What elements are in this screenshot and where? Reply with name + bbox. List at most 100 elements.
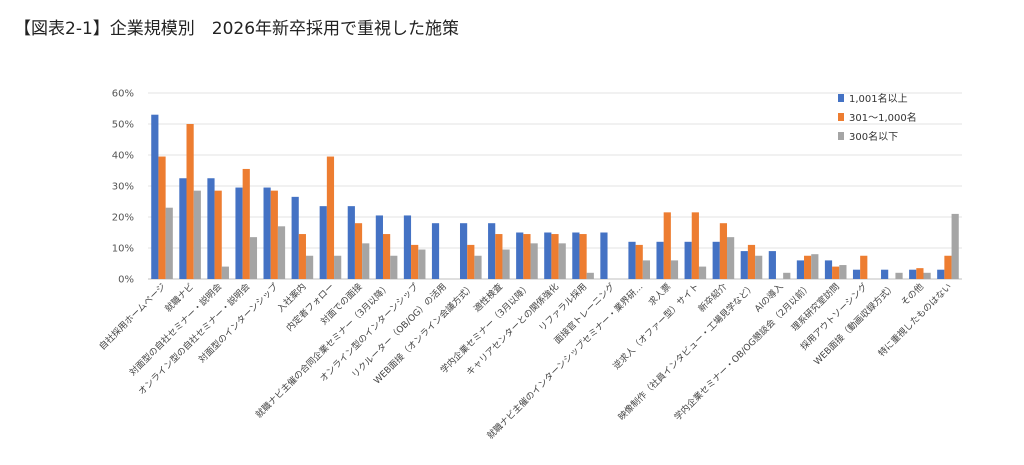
bar bbox=[158, 156, 166, 279]
bar bbox=[305, 255, 314, 279]
legend-swatch bbox=[838, 94, 844, 102]
y-tick-label: 10% bbox=[112, 244, 134, 255]
bar bbox=[334, 255, 342, 279]
bar bbox=[839, 265, 847, 279]
x-tick-label: リファラル採用 bbox=[536, 281, 589, 334]
legend-label: 300名以下 bbox=[849, 130, 898, 143]
bar bbox=[488, 223, 496, 279]
bar bbox=[207, 178, 215, 279]
bar bbox=[635, 244, 643, 279]
y-tick-label: 40% bbox=[112, 151, 134, 162]
bar bbox=[670, 260, 679, 279]
bar bbox=[937, 269, 945, 279]
bar bbox=[347, 206, 355, 279]
bar bbox=[242, 168, 250, 279]
bar bbox=[403, 215, 412, 279]
bar bbox=[418, 249, 426, 279]
bar bbox=[544, 232, 552, 279]
bar bbox=[642, 260, 651, 279]
bar bbox=[277, 226, 286, 279]
bar bbox=[698, 266, 707, 279]
bar bbox=[944, 255, 952, 279]
bar bbox=[151, 114, 159, 279]
page-title: 【図表2-1】企業規模別 2026年新卒採用で重視した施策 bbox=[14, 19, 460, 39]
bar bbox=[832, 266, 840, 279]
bar bbox=[221, 266, 229, 279]
legend-swatch bbox=[838, 113, 844, 121]
bar bbox=[214, 190, 222, 279]
bar bbox=[298, 234, 306, 279]
bar bbox=[572, 232, 580, 279]
bar bbox=[663, 212, 671, 279]
bar bbox=[895, 272, 903, 279]
bar bbox=[502, 249, 510, 279]
bar bbox=[530, 243, 538, 279]
bar bbox=[747, 244, 756, 279]
bar bbox=[586, 272, 594, 279]
legend-label: 301～1,000名 bbox=[849, 111, 917, 124]
bar bbox=[755, 255, 763, 279]
bar bbox=[768, 251, 776, 279]
bar bbox=[804, 255, 812, 279]
bar bbox=[691, 212, 699, 279]
bar bbox=[579, 234, 587, 279]
x-tick-label: 内定者フォロー bbox=[284, 281, 337, 334]
x-axis-labels: 自社採用ホームページ就職ナビ対面型の自社セミナー・説明会オンライン型の自社セミナ… bbox=[96, 281, 954, 442]
bar bbox=[270, 190, 278, 279]
bar bbox=[719, 223, 728, 279]
bar bbox=[909, 269, 917, 279]
bar bbox=[916, 268, 924, 279]
bar bbox=[319, 206, 327, 279]
bar bbox=[431, 223, 440, 279]
bar bbox=[740, 251, 748, 279]
bar bbox=[811, 254, 819, 279]
bar bbox=[263, 187, 271, 279]
bar bbox=[382, 234, 391, 279]
bar bbox=[390, 255, 398, 279]
bar bbox=[186, 124, 194, 279]
x-tick-label: オンライン型のインターンシップ bbox=[318, 281, 421, 384]
bar bbox=[235, 187, 243, 279]
x-tick-label: その他 bbox=[898, 281, 926, 309]
bar bbox=[249, 237, 258, 279]
bar bbox=[551, 234, 559, 279]
bar bbox=[165, 207, 173, 279]
y-tick-label: 50% bbox=[112, 120, 134, 131]
bar bbox=[467, 244, 475, 279]
bar bbox=[459, 223, 468, 279]
x-tick-label: 理系研究室訪問 bbox=[789, 281, 842, 334]
y-tick-label: 20% bbox=[112, 213, 134, 224]
bar bbox=[354, 223, 363, 279]
bar bbox=[326, 156, 335, 279]
bar bbox=[523, 234, 531, 279]
legend-swatch bbox=[838, 132, 844, 140]
bars bbox=[151, 114, 959, 279]
bar bbox=[411, 244, 419, 279]
bar bbox=[783, 272, 791, 279]
x-tick-label: 求人票 bbox=[646, 281, 674, 309]
bar bbox=[179, 178, 187, 279]
bar bbox=[495, 234, 503, 279]
bar bbox=[852, 269, 861, 279]
bar bbox=[362, 243, 370, 279]
bar bbox=[796, 260, 805, 279]
bar bbox=[712, 241, 720, 279]
bar bbox=[558, 243, 566, 279]
bar bbox=[684, 241, 692, 279]
bar bbox=[474, 255, 482, 279]
bar bbox=[291, 196, 299, 279]
bar bbox=[656, 241, 664, 279]
bar bbox=[881, 269, 889, 279]
y-tick-label: 0% bbox=[118, 275, 134, 286]
bar bbox=[375, 215, 383, 279]
bar bbox=[193, 190, 201, 279]
bar bbox=[628, 241, 636, 279]
legend: 1,001名以上 301～1,000名 300名以下 bbox=[838, 92, 917, 143]
bar bbox=[727, 237, 735, 279]
y-tick-label: 60% bbox=[112, 89, 134, 100]
bar bbox=[516, 232, 524, 279]
legend-label: 1,001名以上 bbox=[849, 92, 908, 105]
y-axis-ticks: 0% 10% 20% 30% 40% 50% 60% bbox=[112, 89, 134, 286]
x-tick-label: WEB面接（オンライン会議方式） bbox=[371, 281, 477, 387]
